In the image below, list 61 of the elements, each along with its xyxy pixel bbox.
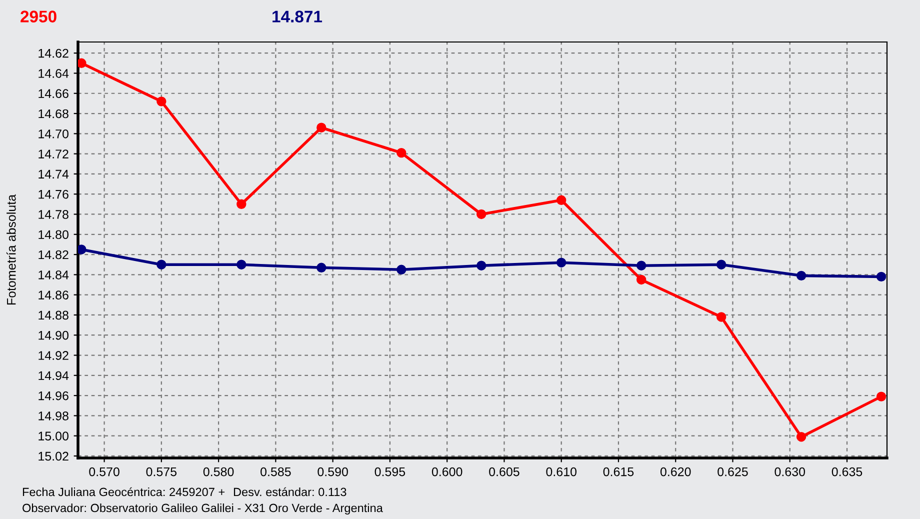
x-tick-label: 0.600 bbox=[432, 467, 462, 476]
chart-subtitle: 14.871 bbox=[272, 10, 322, 22]
point bbox=[476, 209, 486, 220]
x-tick-label: 0.595 bbox=[374, 467, 406, 476]
point bbox=[316, 122, 326, 132]
x-tick-label: 0.570 bbox=[89, 467, 120, 476]
y-tick-label: 14.66 bbox=[38, 89, 68, 98]
point bbox=[156, 260, 166, 270]
y-tick-label: 14.62 bbox=[38, 48, 68, 58]
y-tick-label: 14.76 bbox=[38, 190, 68, 199]
y-tick-label: 15.00 bbox=[38, 432, 68, 440]
y-tick-label: 14.88 bbox=[38, 310, 68, 320]
chart-title: 2950 bbox=[20, 10, 56, 22]
y-tick-label: 14.96 bbox=[38, 391, 68, 400]
x-tick-label: 0.625 bbox=[718, 467, 748, 476]
text: Desv. estándar: 0.113 bbox=[234, 487, 346, 496]
x-tick-label: 0.615 bbox=[603, 467, 634, 476]
y-tick-label: 14.64 bbox=[38, 69, 69, 78]
x-tick-label: 0.635 bbox=[832, 467, 862, 476]
x-tick-label: 0.605 bbox=[489, 467, 520, 476]
x-tick-label: 0.610 bbox=[546, 467, 576, 476]
point bbox=[636, 260, 646, 270]
y-tick-label: 14.86 bbox=[38, 290, 68, 300]
y-tick-label: 14.80 bbox=[38, 230, 68, 240]
point bbox=[556, 195, 566, 205]
x-tick-label: 0.585 bbox=[260, 467, 291, 476]
y-tick-label: 14.68 bbox=[38, 109, 68, 118]
point bbox=[156, 96, 166, 106]
point bbox=[236, 199, 246, 210]
point bbox=[556, 258, 566, 268]
y-axis-title: Fotometría absoluta bbox=[6, 194, 16, 305]
point bbox=[636, 274, 646, 285]
point bbox=[876, 272, 886, 282]
point bbox=[396, 148, 406, 158]
y-tick-label: 14.78 bbox=[38, 210, 68, 219]
y-tick-label: 14.70 bbox=[38, 129, 68, 138]
point bbox=[396, 264, 406, 275]
point bbox=[316, 262, 326, 272]
y-tick-label: 14.72 bbox=[38, 150, 68, 158]
y-tick-label: 14.94 bbox=[38, 371, 69, 380]
x-tick-label: 0.575 bbox=[146, 467, 177, 476]
y-tick-label: 14.82 bbox=[38, 250, 68, 260]
x-tick-label: 0.620 bbox=[660, 467, 691, 476]
y-tick-label: 14.90 bbox=[38, 330, 68, 340]
y-tick-label: 15.02 bbox=[38, 452, 68, 461]
text: Fecha Juliana Geocéntrica: 2459207 + bbox=[22, 487, 225, 496]
x-tick-label: 0.590 bbox=[318, 467, 348, 476]
y-tick-label: 14.84 bbox=[38, 270, 69, 280]
y-tick-label: 14.74 bbox=[38, 170, 69, 178]
point bbox=[796, 432, 806, 442]
y-tick-label: 14.92 bbox=[38, 351, 68, 360]
point bbox=[236, 260, 246, 270]
x-tick-label: 0.580 bbox=[203, 467, 234, 476]
x-tick-label: 0.630 bbox=[774, 467, 806, 476]
point bbox=[716, 312, 726, 322]
y-tick-label: 14.98 bbox=[38, 411, 68, 420]
point bbox=[716, 260, 726, 270]
point bbox=[476, 260, 486, 270]
point bbox=[796, 270, 806, 281]
text: Observador: Observatorio Galileo Galilei - X31 Oro Verde - Argentina bbox=[22, 503, 383, 515]
point bbox=[876, 392, 886, 402]
